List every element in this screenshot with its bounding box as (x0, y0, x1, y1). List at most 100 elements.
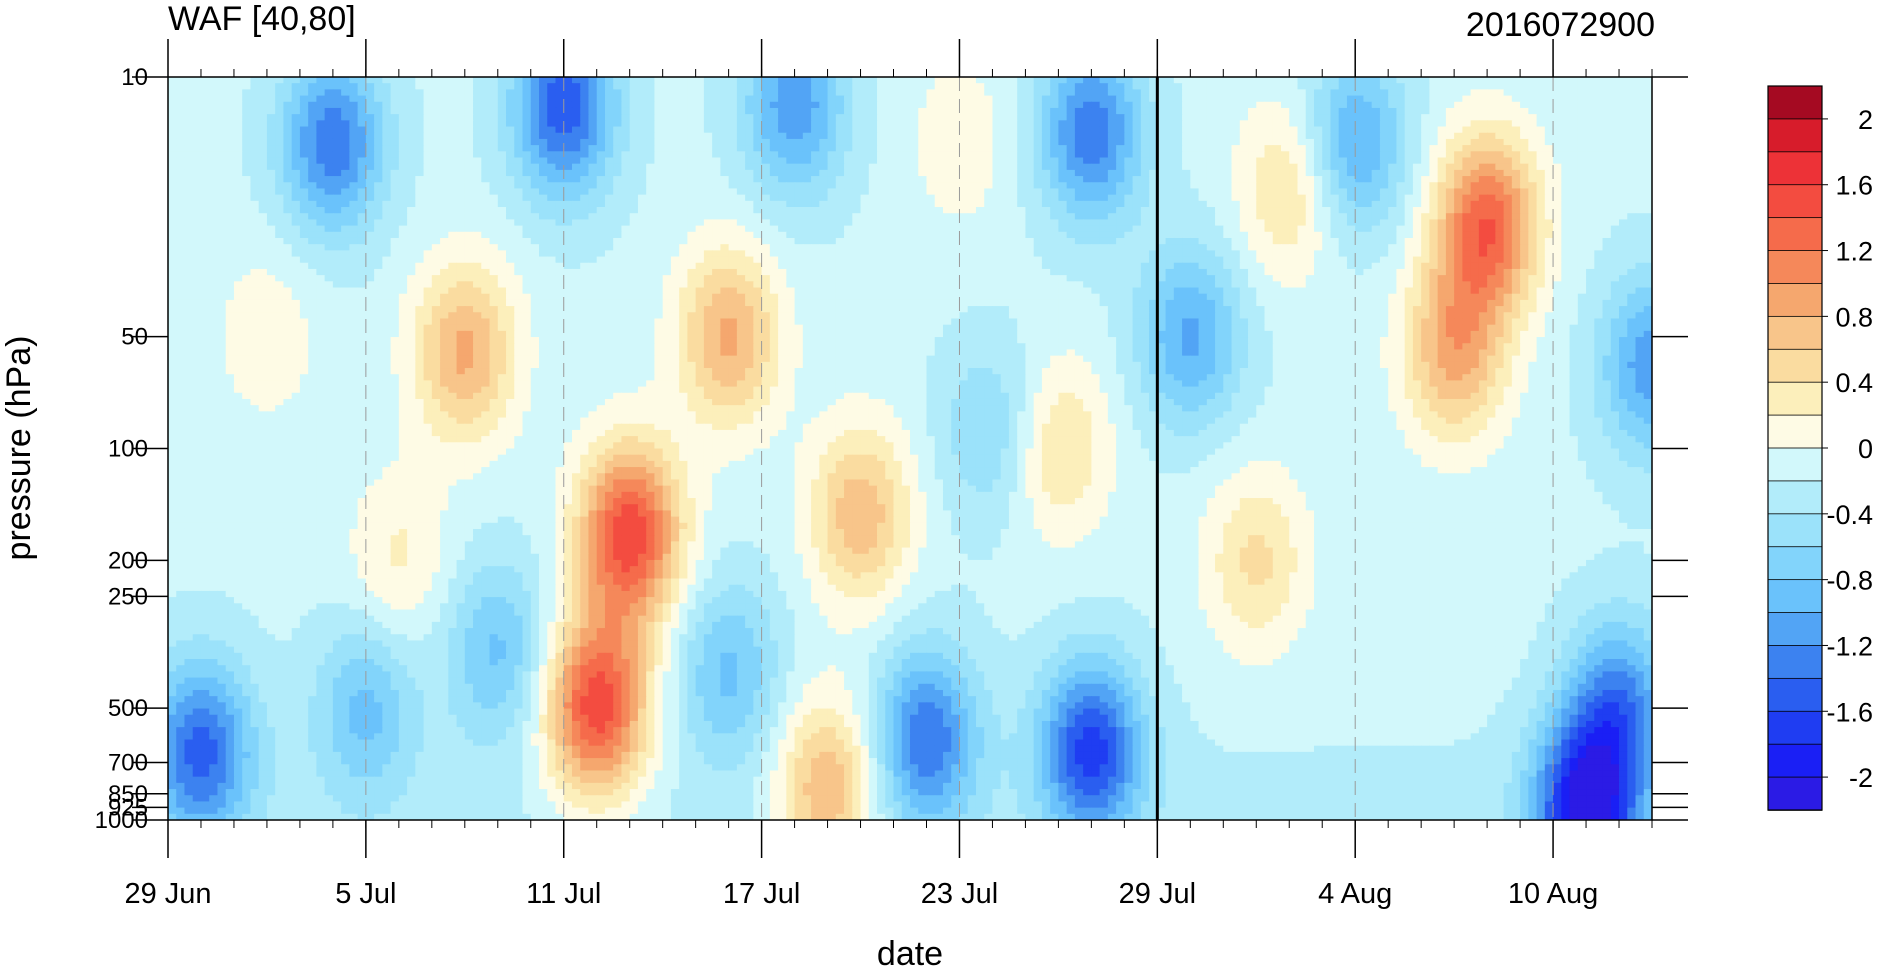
field-cell (398, 200, 408, 208)
field-cell (456, 188, 466, 196)
field-cell (522, 126, 532, 134)
field-cell (580, 145, 590, 152)
field-cell (1536, 95, 1546, 103)
field-cell (283, 114, 293, 121)
field-cell (332, 163, 342, 171)
field-cell (308, 114, 317, 121)
field-cell (1099, 120, 1109, 128)
field-cell (398, 237, 408, 245)
field-cell (225, 120, 235, 128)
field-cell (992, 132, 1002, 140)
field-cell (596, 200, 606, 208)
field-cell (1256, 151, 1266, 159)
field-cell (530, 157, 540, 165)
field-cell (1099, 237, 1109, 245)
field-cell (200, 237, 210, 245)
field-cell (679, 163, 688, 171)
field-cell (489, 169, 499, 177)
field-cell (398, 151, 408, 159)
field-cell (1041, 95, 1051, 103)
field-cell (819, 83, 829, 90)
field-cell (629, 138, 639, 146)
field-cell (1025, 237, 1035, 245)
field-cell (233, 95, 243, 103)
field-cell (942, 83, 952, 90)
field-cell (1281, 237, 1290, 245)
field-cell (1239, 244, 1249, 251)
field-cell (456, 194, 466, 202)
field-cell (604, 126, 614, 134)
field-cell (852, 169, 862, 177)
field-cell (1017, 126, 1027, 134)
field-cell (1602, 207, 1612, 214)
field-cell (1017, 176, 1027, 183)
field-cell (868, 132, 878, 140)
field-cell (1256, 194, 1266, 202)
field-cell (654, 194, 664, 202)
field-cell (242, 207, 252, 214)
field-cell (1586, 101, 1595, 109)
field-cell (1338, 132, 1348, 140)
field-cell (563, 213, 573, 221)
field-cell (654, 126, 664, 134)
field-cell (736, 176, 746, 183)
field-cell (1281, 182, 1290, 190)
field-cell (168, 207, 177, 214)
field-cell (1462, 207, 1472, 214)
field-cell (547, 83, 557, 90)
field-cell (893, 231, 903, 239)
field-cell (588, 89, 598, 97)
field-cell (621, 132, 631, 140)
field-cell (423, 120, 433, 128)
field-cell (811, 89, 820, 97)
field-cell (1041, 151, 1051, 159)
field-cell (877, 231, 886, 239)
field-cell (1297, 77, 1307, 84)
field-cell (1445, 138, 1455, 146)
field-cell (1536, 145, 1546, 152)
field-cell (1248, 132, 1257, 140)
field-cell (1610, 219, 1620, 227)
field-cell (184, 219, 194, 227)
field-cell (1008, 120, 1018, 128)
field-cell (753, 225, 763, 233)
field-cell (1083, 163, 1092, 171)
field-cell (1421, 207, 1430, 214)
field-cell (1528, 138, 1538, 146)
field-cell (1396, 101, 1406, 109)
field-cell (431, 182, 441, 190)
field-cell (1008, 225, 1018, 233)
field-cell (184, 83, 194, 90)
field-cell (1346, 120, 1356, 128)
field-cell (1594, 176, 1604, 183)
field-cell (877, 225, 886, 233)
field-cell (464, 89, 474, 97)
field-cell (1421, 101, 1430, 109)
field-cell (844, 225, 853, 233)
field-cell (168, 157, 177, 165)
field-cell (1429, 77, 1439, 84)
field-cell (1215, 120, 1224, 128)
field-cell (910, 188, 919, 196)
field-cell (497, 244, 507, 251)
field-cell (1305, 194, 1315, 202)
field-cell (712, 163, 721, 171)
field-cell (1264, 83, 1274, 90)
field-cell (1388, 83, 1398, 90)
field-cell (250, 213, 260, 221)
field-cell (555, 237, 565, 245)
field-cell (266, 83, 276, 90)
field-cell (613, 132, 623, 140)
field-cell (1586, 120, 1595, 128)
field-cell (1536, 101, 1546, 109)
field-cell (209, 138, 219, 146)
field-cell (975, 244, 985, 251)
field-cell (1371, 231, 1381, 239)
field-cell (299, 163, 309, 171)
field-cell (712, 194, 721, 202)
field-cell (1124, 244, 1134, 251)
field-cell (893, 77, 903, 84)
field-cell (530, 231, 540, 239)
field-cell (621, 194, 631, 202)
field-cell (1182, 207, 1191, 214)
